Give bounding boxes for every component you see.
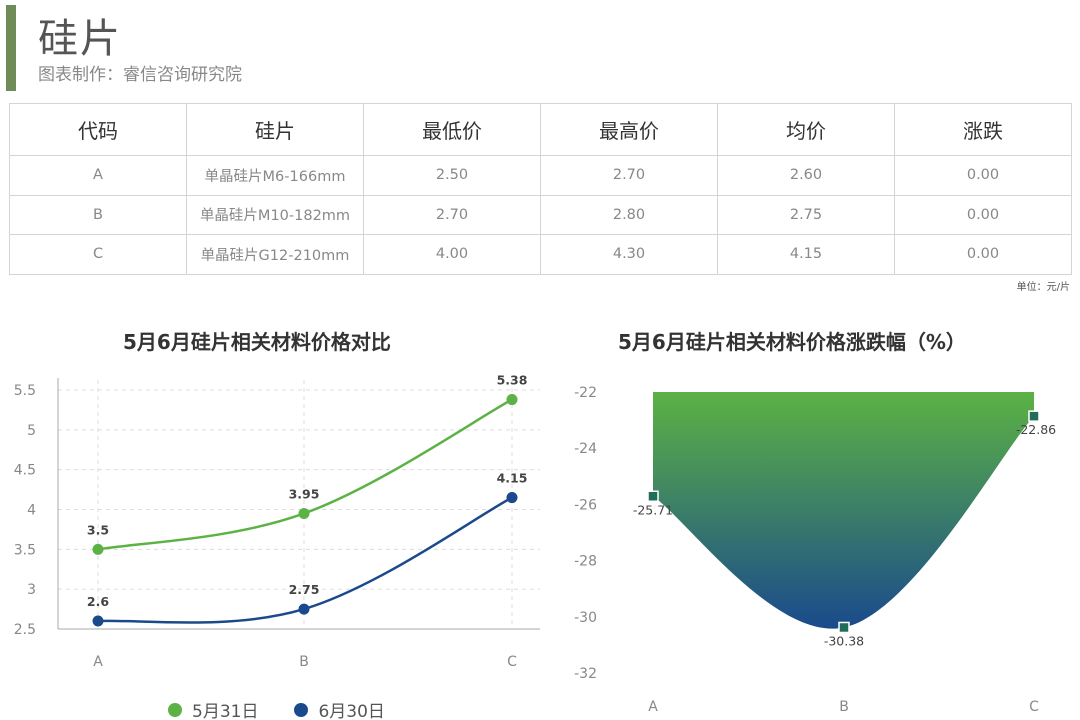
y-tick-label: 3.5 xyxy=(14,542,36,558)
page-subtitle: 图表制作：睿信咨询研究院 xyxy=(38,65,242,85)
table-cell: 4.30 xyxy=(540,234,718,275)
table-cell: 单晶硅片M6-166mm xyxy=(186,155,364,196)
x-tick-label: C xyxy=(1029,699,1039,715)
data-label: -25.71 xyxy=(633,502,673,517)
legend-item-may[interactable]: 5月31日 xyxy=(168,697,258,720)
data-point xyxy=(92,543,104,555)
data-point xyxy=(298,507,310,519)
accent-bar xyxy=(6,5,16,91)
y-tick-label: -22 xyxy=(574,385,597,401)
area-chart: -22 -24 -26 -28 -30 -32 -25.71 -30.38 -22.86 A B C xyxy=(574,385,1056,715)
legend-dot-icon xyxy=(294,702,309,717)
column-header: 硅片 xyxy=(186,103,364,156)
legend-label: 5月31日 xyxy=(192,702,259,720)
table-cell: A xyxy=(9,155,187,196)
table-cell: 2.70 xyxy=(363,194,541,235)
header: 硅片 图表制作：睿信咨询研究院 xyxy=(0,0,1080,95)
table-cell: 2.70 xyxy=(540,155,718,196)
data-point xyxy=(1028,410,1040,422)
data-label: 2.6 xyxy=(87,594,109,609)
table-cell: 2.75 xyxy=(717,194,895,235)
data-point xyxy=(506,394,518,406)
y-tick-label: 4.5 xyxy=(14,463,36,479)
table-cell: 单晶硅片M10-182mm xyxy=(186,194,364,235)
column-header: 最低价 xyxy=(363,103,541,156)
column-header: 最高价 xyxy=(540,103,718,156)
data-point xyxy=(92,615,104,627)
table-cell: 4.00 xyxy=(363,234,541,275)
price-table: 代码 硅片 最低价 最高价 均价 涨跌 A 单晶硅片M6-166mm 2.50 … xyxy=(9,103,1072,275)
x-tick-label: B xyxy=(299,654,309,670)
y-tick-label: 3 xyxy=(27,582,36,598)
data-point xyxy=(838,621,850,634)
y-tick-label: -30 xyxy=(574,610,597,626)
area-chart-title: 5月6月硅片相关材料价格涨跌幅（%） xyxy=(618,330,966,354)
data-point xyxy=(647,490,659,503)
y-tick-label: 5.5 xyxy=(14,383,36,399)
table-cell: 0.00 xyxy=(894,234,1072,275)
table-cell: B xyxy=(9,194,187,235)
legend-label: 6月30日 xyxy=(318,702,385,720)
column-header: 代码 xyxy=(9,103,187,156)
x-tick-label: A xyxy=(648,699,658,715)
table-cell: 2.80 xyxy=(540,194,718,235)
table-row: B 单晶硅片M10-182mm 2.70 2.80 2.75 0.00 xyxy=(9,194,1072,235)
column-header: 涨跌 xyxy=(894,103,1072,156)
table-cell: 0.00 xyxy=(894,194,1072,235)
y-tick-label: 5 xyxy=(27,423,36,439)
legend-dot-icon xyxy=(168,702,182,717)
table-cell: 0.00 xyxy=(894,155,1072,196)
unit-note: 单位：元/片 xyxy=(1016,282,1070,293)
data-label: 3.95 xyxy=(289,486,320,501)
table-cell: 4.15 xyxy=(717,234,895,275)
y-tick-label: 2.5 xyxy=(14,622,36,638)
y-tick-label: -32 xyxy=(574,666,597,682)
data-label: 3.5 xyxy=(87,522,109,537)
column-header: 均价 xyxy=(717,103,895,156)
chart-legend: 5月31日 6月30日 xyxy=(168,697,421,720)
y-tick-label: -24 xyxy=(574,441,597,457)
table-cell: 2.60 xyxy=(717,155,895,196)
data-point xyxy=(506,492,518,504)
table-cell: C xyxy=(9,234,187,275)
x-tick-label: C xyxy=(507,654,517,670)
data-label: 5.38 xyxy=(497,373,528,388)
data-point xyxy=(298,603,310,615)
legend-item-june[interactable]: 6月30日 xyxy=(294,697,385,720)
x-tick-label: B xyxy=(839,699,849,715)
series-line xyxy=(97,398,513,551)
data-label: -22.86 xyxy=(1016,422,1056,437)
y-tick-label: -26 xyxy=(574,497,597,513)
table-row: C 单晶硅片G12-210mm 4.00 4.30 4.15 0.00 xyxy=(9,234,1072,275)
table-row: A 单晶硅片M6-166mm 2.50 2.70 2.60 0.00 xyxy=(9,155,1072,196)
y-tick-label: -28 xyxy=(574,554,597,570)
x-tick-label: A xyxy=(93,654,103,670)
table-cell: 2.50 xyxy=(363,155,541,196)
data-label: -30.38 xyxy=(824,633,864,648)
table-header-row: 代码 硅片 最低价 最高价 均价 涨跌 xyxy=(9,103,1072,156)
data-label: 4.15 xyxy=(497,471,528,486)
line-chart-title: 5月6月硅片相关材料价格对比 xyxy=(123,330,391,354)
data-label: 2.75 xyxy=(289,582,320,597)
table-cell: 单晶硅片G12-210mm xyxy=(186,234,364,275)
y-tick-label: 4 xyxy=(27,503,36,519)
area-fill xyxy=(653,392,1034,629)
line-chart: 2.5 3 3.5 4 4.5 5 5.5 A B C 3.5 3.95 5.38 2.6 2.75 4.15 xyxy=(14,373,540,670)
page-title: 硅片 xyxy=(38,16,122,62)
